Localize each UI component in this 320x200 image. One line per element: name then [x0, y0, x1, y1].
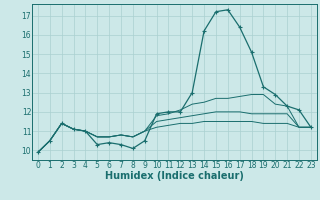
X-axis label: Humidex (Indice chaleur): Humidex (Indice chaleur): [105, 171, 244, 181]
